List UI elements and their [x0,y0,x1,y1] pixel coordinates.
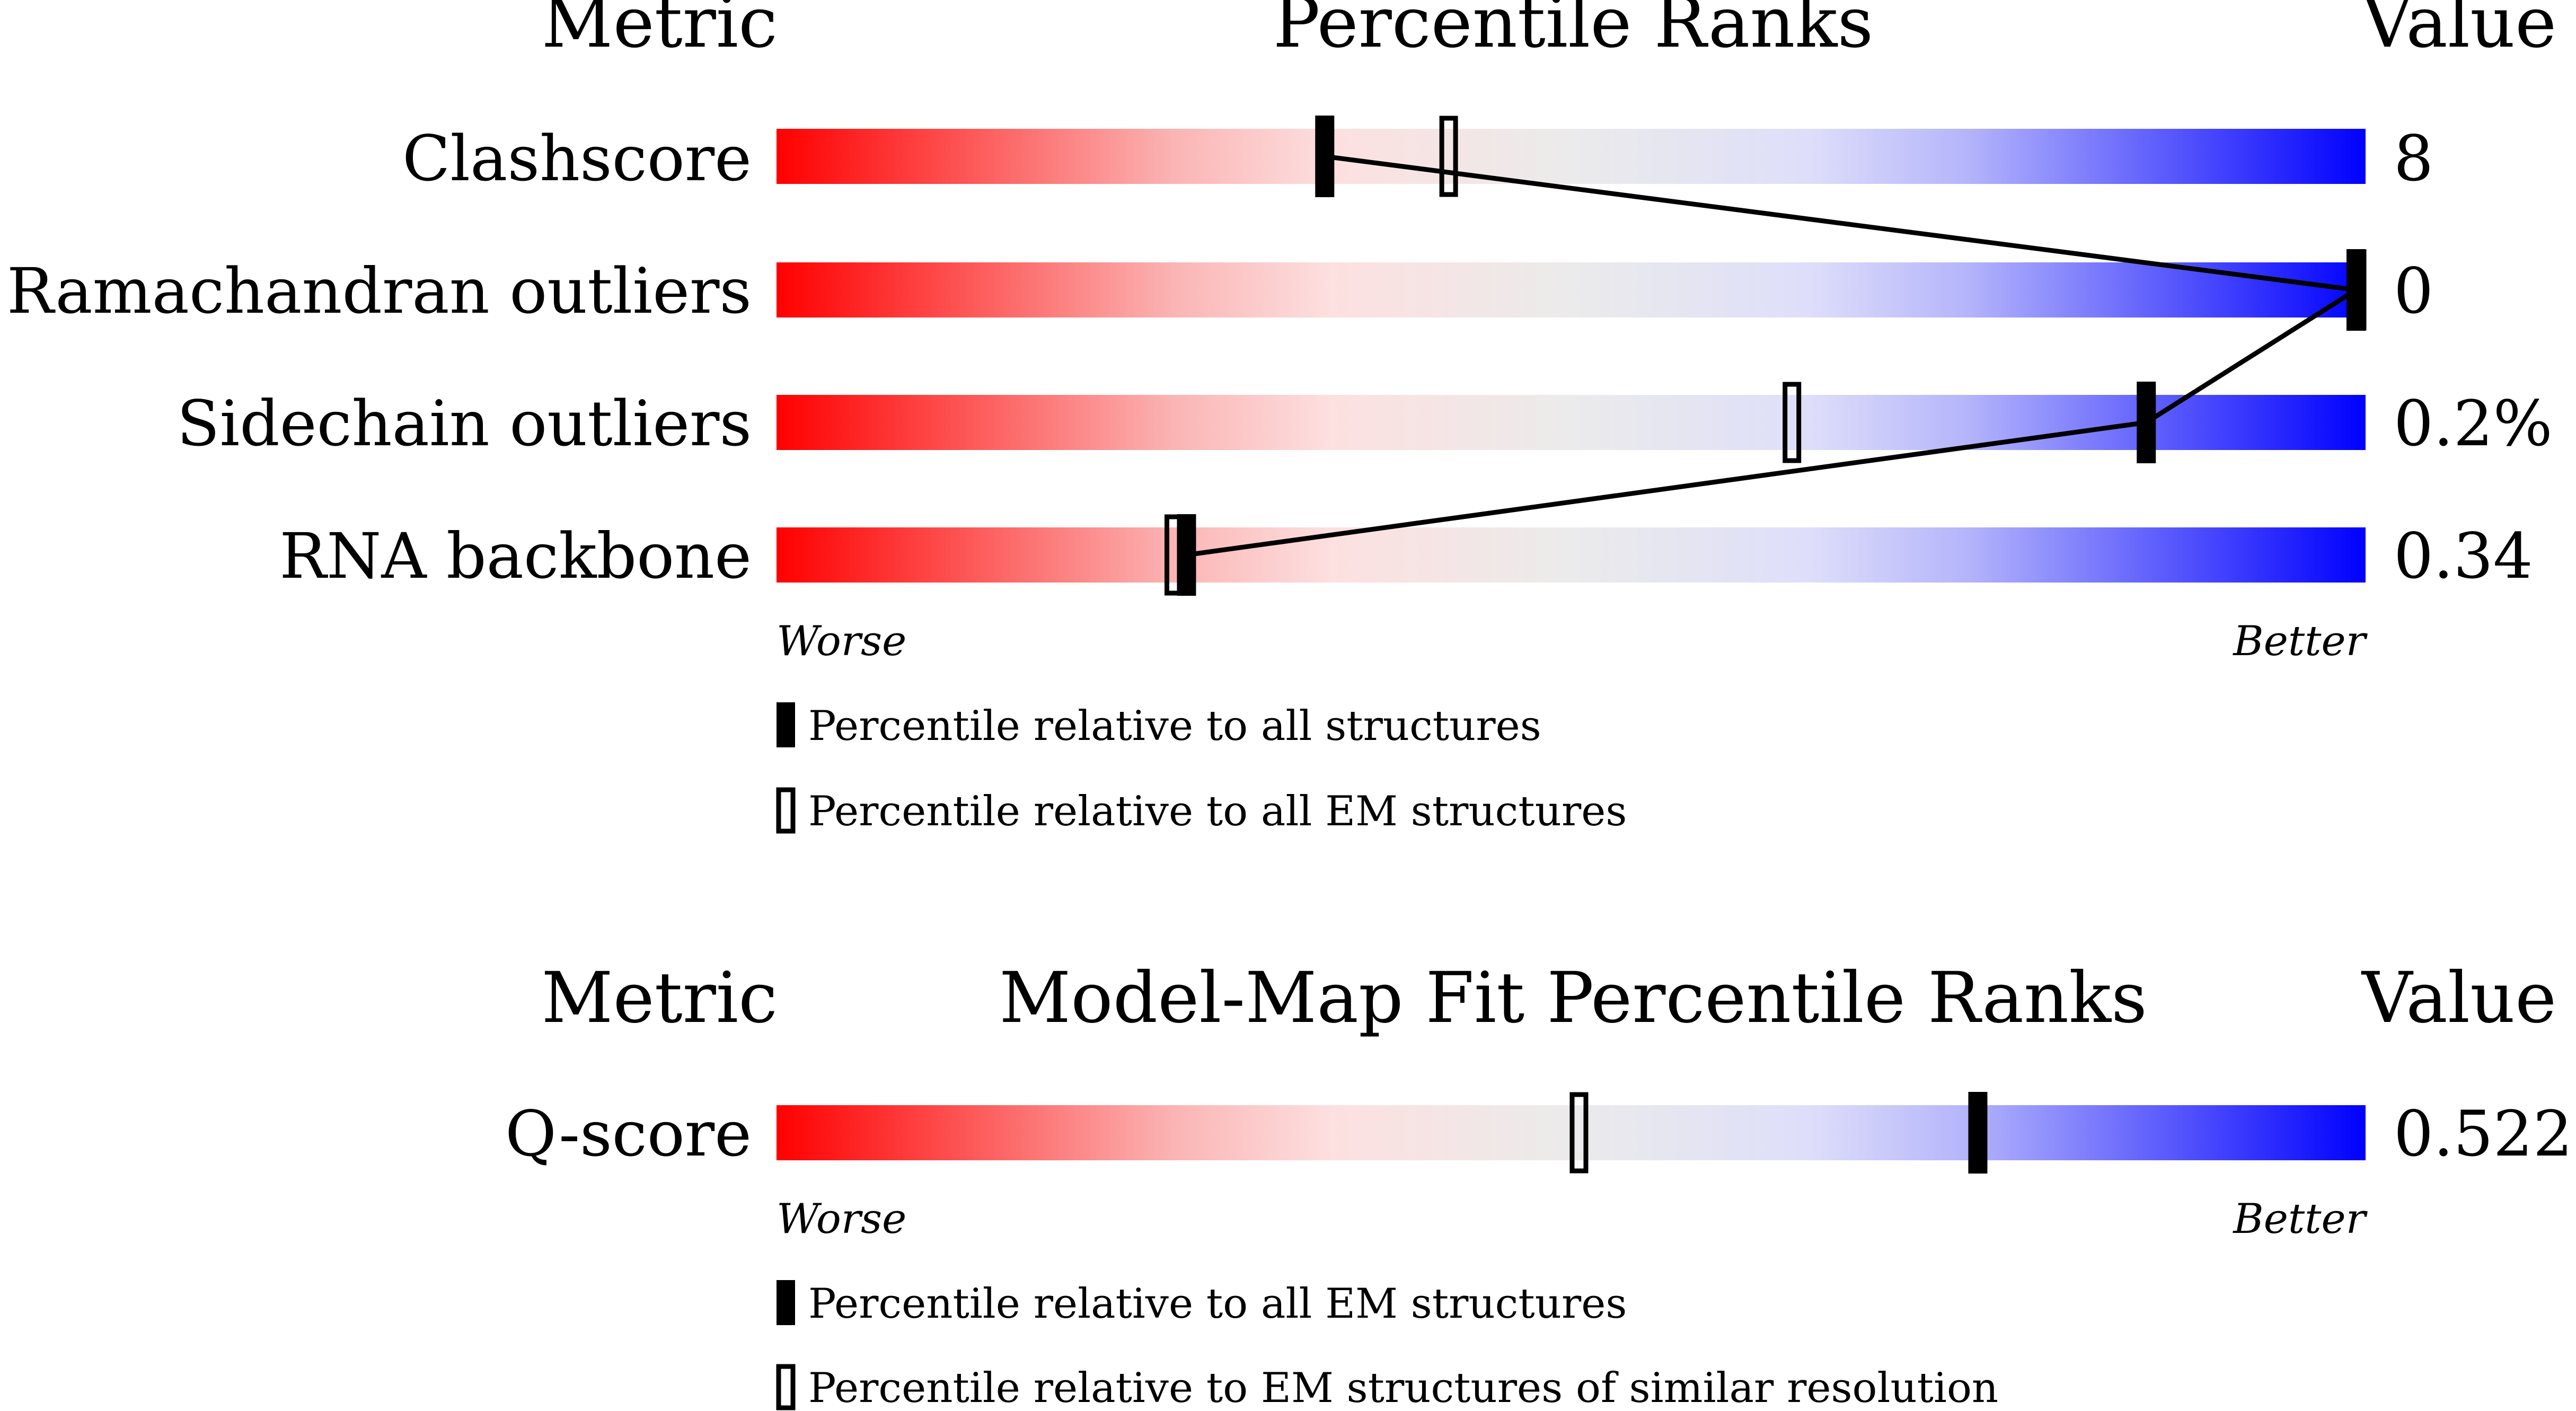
axis-better-label: Better [2232,618,2368,665]
header-metric-2: Metric [541,957,778,1039]
header-metric: Metric [541,0,778,64]
legend-filled-marker-icon [777,702,795,747]
gradient-bar-rna-backbone [777,527,2366,583]
metric-label-rna-backbone: RNA backbone [279,519,752,593]
value-sidechain-outliers: 0.2% [2394,387,2553,460]
gradient-bar-clashscore [777,129,2366,184]
header-value: Value [2361,0,2556,64]
axis-better-label-2: Better [2232,1195,2368,1243]
axis-worse-label: Worse [777,618,906,665]
legend-label-all-em-structures-2: Percentile relative to all EM structures [808,1280,1627,1328]
value-ramachandran-outliers: 0 [2394,254,2433,328]
filled-marker-q-score [1968,1092,1988,1174]
header-title: Percentile Ranks [1273,0,1874,64]
gradient-bar-sidechain-outliers [777,395,2366,450]
filled-marker-sidechain-outliers [2137,382,2156,463]
legend-hollow-marker-icon-2 [776,1364,796,1410]
header-title-2: Model-Map Fit Percentile Ranks [999,957,2147,1039]
filled-marker-clashscore [1315,116,1335,197]
panel-percentile-ranks: Metric Percentile Ranks Value Clashscore… [7,0,2556,835]
legend: Percentile relative to all structures Pe… [776,702,1627,835]
legend-filled-marker-icon-2 [777,1280,795,1325]
value-rna-backbone: 0.34 [2394,519,2533,593]
metric-label-clashscore: Clashscore [402,122,752,195]
panel-model-map-fit: Metric Model-Map Fit Percentile Ranks Va… [505,957,2573,1411]
filled-marker-ramachandran-outliers [2346,249,2366,331]
percentile-connecting-line [1186,154,2363,558]
percentile-marks-group [1165,116,2367,596]
axis-worse-label-2: Worse [777,1195,906,1243]
hollow-marker-q-score [1569,1092,1589,1174]
legend-label-all-structures: Percentile relative to all structures [808,702,1541,750]
value-q-score: 0.522 [2394,1097,2573,1170]
legend-label-all-em-structures: Percentile relative to all EM structures [808,788,1627,835]
legend-label-similar-resolution: Percentile relative to EM structures of … [808,1364,1998,1411]
legend-hollow-marker-icon [776,787,796,834]
header-value-2: Value [2361,957,2556,1039]
metric-label-ramachandran-outliers: Ramachandran outliers [7,254,752,328]
gradient-bar-ramachandran-outliers [777,262,2366,318]
hollow-marker-clashscore [1439,116,1458,197]
hollow-marker-sidechain-outliers [1783,382,1802,463]
legend-2: Percentile relative to all EM structures… [776,1280,1998,1411]
value-clashscore: 8 [2394,122,2433,195]
percentile-marks-group-2 [1569,1092,1988,1174]
metric-label-q-score: Q-score [505,1097,752,1170]
filled-marker-rna-backbone [1177,514,1196,596]
metric-label-sidechain-outliers: Sidechain outliers [177,387,752,460]
